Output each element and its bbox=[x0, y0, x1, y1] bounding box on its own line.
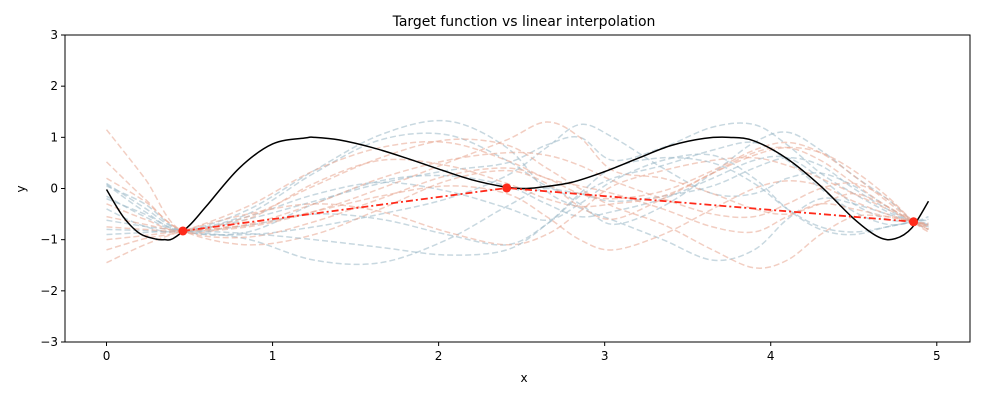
x-tick-label-0: 0 bbox=[103, 349, 111, 363]
interpolation-point-2 bbox=[502, 183, 512, 193]
x-tick-label-1: 1 bbox=[269, 349, 277, 363]
axes: 0 1 2 3 4 5 −3 −2 −1 0 1 2 3 bbox=[40, 28, 940, 363]
sample-curve-5 bbox=[106, 122, 929, 232]
x-tick-label-2: 2 bbox=[435, 349, 443, 363]
x-tick-label-4: 4 bbox=[767, 349, 775, 363]
x-tick-label-3: 3 bbox=[601, 349, 609, 363]
y-tick-label-0: 0 bbox=[50, 182, 58, 196]
sample-curve-17 bbox=[106, 156, 929, 256]
sample-curve-8 bbox=[106, 155, 929, 236]
sample-curve-13 bbox=[106, 138, 929, 269]
sample-curve-16 bbox=[106, 121, 929, 232]
chart-title: Target function vs linear interpolation bbox=[392, 14, 656, 30]
interpolation-point-1 bbox=[178, 226, 188, 236]
y-tick-label--3: −3 bbox=[40, 335, 58, 349]
sample-curve-11 bbox=[105, 141, 929, 239]
x-tick-label-5: 5 bbox=[933, 349, 941, 363]
plot-area bbox=[105, 119, 930, 269]
y-tick-label-3: 3 bbox=[50, 28, 58, 42]
sample-curve-18 bbox=[106, 151, 929, 232]
sample-curve-12 bbox=[106, 156, 929, 264]
y-axis-label: y bbox=[14, 185, 28, 192]
y-tick-label--2: −2 bbox=[40, 284, 58, 298]
x-axis-label: x bbox=[520, 371, 527, 385]
sample-curve-7 bbox=[106, 141, 929, 246]
sample-curve-2 bbox=[106, 119, 929, 262]
y-tick-label--1: −1 bbox=[40, 233, 58, 247]
sample-curve-15 bbox=[106, 146, 929, 246]
y-tick-label-1: 1 bbox=[50, 130, 58, 144]
sample-curve-10 bbox=[106, 140, 929, 251]
sample-curve-14 bbox=[106, 180, 929, 251]
y-tick-label-2: 2 bbox=[50, 79, 58, 93]
interpolation-point-3 bbox=[909, 217, 919, 227]
